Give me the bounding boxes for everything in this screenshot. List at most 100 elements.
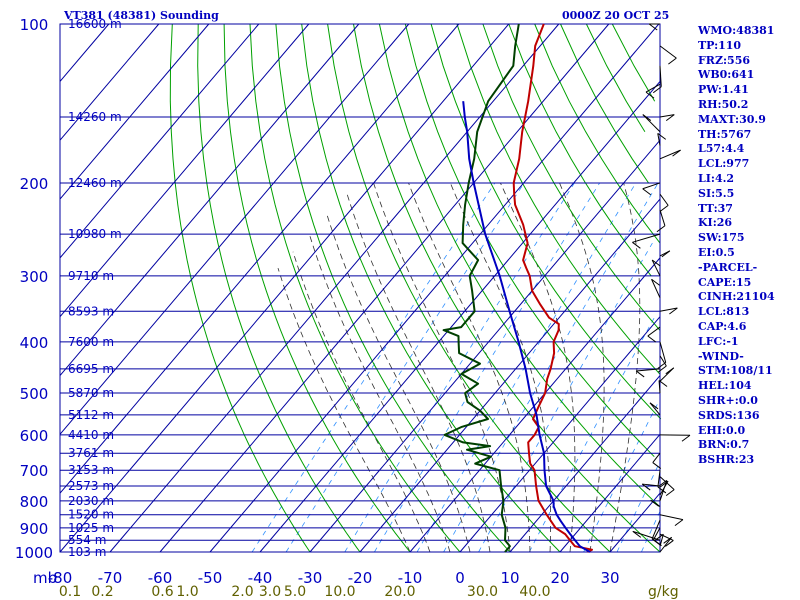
index-item: SW:175 bbox=[698, 231, 745, 245]
wind-barb bbox=[649, 402, 661, 416]
wind-barb-staff bbox=[653, 527, 661, 540]
mixing-ratio-label: 2.0 bbox=[231, 584, 253, 600]
index-item: WB0:641 bbox=[698, 68, 755, 82]
temperature-tick-label: 0 bbox=[455, 569, 465, 587]
height-label: 5112 m bbox=[68, 408, 114, 422]
wind-barb-staff bbox=[647, 326, 661, 337]
wind-barb-staff bbox=[659, 534, 664, 547]
isotherm-line bbox=[59, 23, 310, 318]
index-item: TH:5767 bbox=[698, 127, 752, 141]
wind-barb-staff bbox=[636, 368, 661, 372]
chart-time: 0000Z 20 OCT 25 bbox=[562, 9, 670, 22]
sounding-profiles bbox=[442, 23, 593, 553]
height-label: 103 m bbox=[68, 545, 106, 559]
wind-barb-staff bbox=[657, 470, 661, 488]
wind-barb-flag bbox=[652, 462, 662, 469]
wind-barb-flag bbox=[635, 370, 645, 378]
isotherm-line bbox=[459, 316, 661, 553]
wind-barb bbox=[647, 326, 661, 343]
height-label: 4410 m bbox=[68, 428, 114, 442]
moist-adiabat bbox=[449, 182, 551, 553]
wind-barb-staff bbox=[659, 307, 678, 312]
wind-barb-staff bbox=[652, 452, 661, 463]
indices-panel: WMO:48381 TP:110 FRZ:556 WB0:641 PW:1.41 RH:5… bbox=[698, 24, 798, 468]
index-item: LCL:977 bbox=[698, 157, 750, 171]
moist-adiabats bbox=[277, 182, 641, 553]
index-item: LFC:-1 bbox=[698, 334, 739, 348]
wind-barb bbox=[656, 209, 666, 233]
wind-barb-flag bbox=[665, 540, 674, 547]
mixing-ratio-label: 20.0 bbox=[384, 584, 415, 600]
moist-adiabat bbox=[292, 251, 431, 553]
wind-barb-staff bbox=[632, 530, 661, 541]
wind-barb bbox=[651, 259, 661, 277]
height-label: 14260 m bbox=[68, 110, 122, 124]
pressure-label: 500 bbox=[20, 385, 49, 403]
wind-barb-staff bbox=[659, 209, 666, 226]
height-label: 5870 m bbox=[68, 386, 114, 400]
wind-barb-flag bbox=[632, 241, 641, 249]
wind-barbs bbox=[632, 23, 691, 553]
moist-adiabat bbox=[373, 182, 511, 553]
dry-adiabat bbox=[430, 23, 662, 420]
wind-barb bbox=[645, 83, 661, 99]
pressure-label: 800 bbox=[20, 493, 49, 511]
height-label: 8593 m bbox=[68, 304, 114, 318]
temperature-tick-label: -50 bbox=[198, 569, 223, 587]
wind-barb-staff bbox=[658, 380, 661, 394]
dry-adiabat bbox=[197, 23, 361, 553]
temperature-tick-label: 30 bbox=[600, 569, 619, 587]
mixing-ratio-label: 0.2 bbox=[91, 584, 113, 600]
wind-barb-flag bbox=[657, 486, 667, 494]
wind-barb bbox=[659, 114, 675, 122]
dry-adiabat bbox=[611, 23, 656, 102]
wind-barb-staff bbox=[659, 480, 668, 501]
isotherm-line bbox=[159, 23, 610, 553]
index-item: SI:5.5 bbox=[698, 186, 735, 200]
height-label: 10980 m bbox=[68, 227, 122, 241]
wind-barb bbox=[659, 434, 691, 442]
wind-barb-staff bbox=[659, 65, 662, 87]
dry-adiabat bbox=[508, 23, 652, 277]
mixing-ratio-label: 10.0 bbox=[324, 584, 355, 600]
mixing-ratio-label: 5.0 bbox=[284, 584, 306, 600]
wind-barb-staff bbox=[659, 355, 667, 367]
wind-barb-flag bbox=[663, 536, 672, 544]
index-item: CINH:21104 bbox=[698, 290, 775, 304]
index-item: TP:110 bbox=[698, 38, 742, 52]
mixing-ratio-line bbox=[285, 182, 525, 553]
wind-barb-flag bbox=[665, 114, 675, 122]
moist-adiabat bbox=[346, 193, 491, 553]
dewpoint-profile bbox=[442, 23, 520, 553]
index-item: MAXT:30.9 bbox=[698, 112, 766, 126]
index-item: BRN:0.7 bbox=[698, 438, 750, 452]
height-label: 9710 m bbox=[68, 269, 114, 283]
wind-barb-staff bbox=[642, 483, 661, 487]
mixing-ratio-label: 0.6 bbox=[151, 584, 173, 600]
index-item: HEL:104 bbox=[698, 379, 752, 393]
pressure-label: 100 bbox=[20, 16, 49, 34]
wind-barb bbox=[658, 355, 667, 373]
wind-barb bbox=[652, 65, 662, 94]
wind-barb-flag bbox=[642, 114, 652, 121]
wind-barb bbox=[632, 233, 661, 249]
isotherm-line bbox=[59, 23, 460, 494]
wind-barb-staff bbox=[659, 193, 669, 206]
dry-adiabats bbox=[169, 23, 662, 553]
dry-adiabat bbox=[482, 23, 661, 331]
isotherm-line bbox=[59, 23, 160, 141]
wind-barb-staff bbox=[659, 149, 681, 160]
index-item: FRZ:556 bbox=[698, 53, 751, 67]
wind-barb bbox=[659, 193, 669, 212]
pressure-label: 600 bbox=[20, 427, 49, 445]
wind-barb bbox=[658, 380, 668, 394]
wind-barb-flag bbox=[632, 530, 642, 538]
index-item: -WIND- bbox=[698, 349, 744, 363]
index-item: TT:37 bbox=[698, 201, 733, 215]
wind-barb-flag bbox=[651, 278, 660, 286]
wind-barb-flag bbox=[652, 86, 662, 94]
isotherm-line bbox=[59, 23, 360, 376]
wind-barb bbox=[651, 278, 661, 298]
height-label: 2573 m bbox=[68, 479, 114, 493]
wind-barb bbox=[650, 499, 661, 507]
